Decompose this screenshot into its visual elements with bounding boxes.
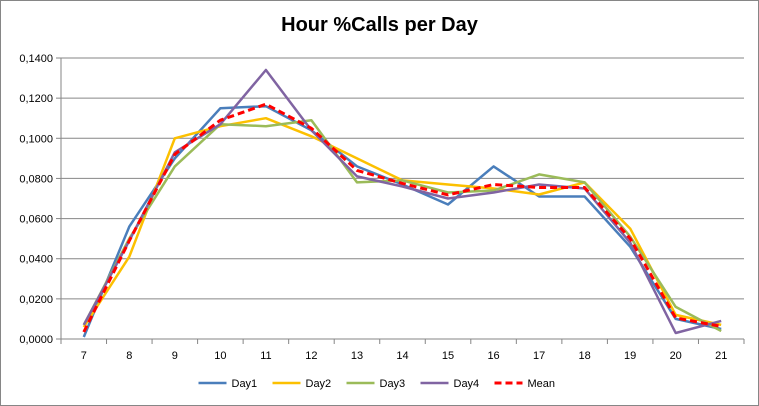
x-tick-label: 21 xyxy=(715,350,727,362)
x-tick-label: 19 xyxy=(624,350,636,362)
legend-label: Mean xyxy=(528,378,556,390)
y-tick-label: 0,1000 xyxy=(19,133,53,145)
legend-label: Day3 xyxy=(380,378,406,390)
chart-title: Hour %Calls per Day xyxy=(281,14,478,36)
y-tick-label: 0,0800 xyxy=(19,173,53,185)
x-tick-label: 8 xyxy=(126,350,132,362)
x-tick-label: 20 xyxy=(670,350,682,362)
legend-label: Day2 xyxy=(306,378,332,390)
legend: Day1 Day2 Day3 Day4 Mean xyxy=(198,378,556,390)
series-line-day3 xyxy=(82,118,722,333)
x-axis-ticks: 7 8 9 10 11 12 13 14 15 16 17 18 19 20 21 xyxy=(81,350,728,362)
series-lines xyxy=(82,68,722,338)
legend-item-day4: Day4 xyxy=(420,378,480,390)
x-tick-label: 13 xyxy=(351,350,363,362)
x-tick-label: 16 xyxy=(487,350,499,362)
series-line-day1 xyxy=(82,104,722,338)
legend-item-day2: Day2 xyxy=(272,378,332,390)
legend-label: Day4 xyxy=(454,378,480,390)
y-tick-label: 0,0400 xyxy=(19,254,53,266)
x-tick-label: 11 xyxy=(260,350,271,362)
y-axis-ticks: 0,0000 0,0200 0,0400 0,0600 0,0800 0,1000 0,12… xyxy=(19,53,53,346)
x-tick-label: 17 xyxy=(533,350,545,362)
series-line-mean xyxy=(82,102,722,333)
series-line-day4 xyxy=(82,68,722,335)
axes xyxy=(56,57,745,344)
x-tick-label: 12 xyxy=(305,350,317,362)
x-tick-label: 10 xyxy=(214,350,226,362)
x-tick-label: 15 xyxy=(442,350,454,362)
y-tick-label: 0,1200 xyxy=(19,93,53,105)
legend-item-day1: Day1 xyxy=(198,378,258,390)
y-tick-label: 0,0600 xyxy=(19,214,53,226)
x-tick-label: 7 xyxy=(81,350,87,362)
x-tick-label: 9 xyxy=(172,350,178,362)
x-tick-label: 18 xyxy=(579,350,591,362)
y-tick-label: 0,0000 xyxy=(19,334,53,346)
legend-item-day3: Day3 xyxy=(346,378,406,390)
x-tick-label: 14 xyxy=(396,350,408,362)
legend-item-mean: Mean xyxy=(494,378,556,390)
y-tick-label: 0,0200 xyxy=(19,294,53,306)
legend-label: Day1 xyxy=(232,378,258,390)
y-tick-label: 0,1400 xyxy=(19,53,53,65)
